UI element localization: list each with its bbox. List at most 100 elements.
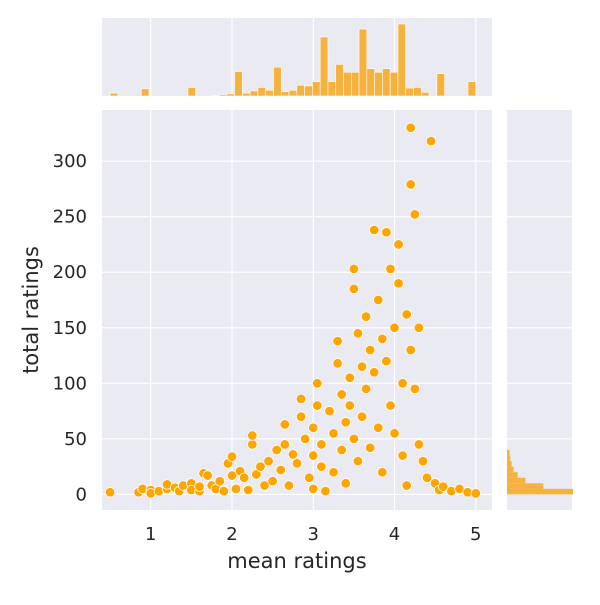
- data-point: [356, 411, 368, 422]
- data-point: [425, 135, 437, 147]
- data-point: [385, 400, 396, 411]
- data-point: [348, 433, 360, 445]
- marginal-x-bar: [358, 28, 368, 97]
- data-point: [316, 461, 327, 472]
- marginal-y-bar: [507, 466, 514, 473]
- data-point: [263, 455, 274, 467]
- data-point: [340, 417, 351, 428]
- marginal-x-bar: [234, 71, 243, 97]
- data-point: [255, 461, 266, 472]
- marginal-x-bar: [218, 94, 228, 97]
- marginal-x-bar: [280, 91, 290, 97]
- marginal-x-bar: [273, 66, 282, 97]
- marginal-y-bar: [507, 450, 510, 456]
- data-point: [373, 422, 384, 433]
- data-point: [312, 378, 323, 389]
- x-tick-labels: 1 2 3 4 5: [145, 524, 481, 545]
- marginal-x-bar: [405, 87, 414, 97]
- data-point: [320, 485, 331, 497]
- data-point: [377, 467, 388, 478]
- x-axis-title: mean ratings: [227, 549, 366, 573]
- marginal-x-bar: [226, 93, 235, 97]
- marginal-x-bar: [296, 84, 305, 97]
- data-point: [389, 428, 400, 439]
- marginal-y-bar: [507, 455, 511, 462]
- marginal-x-bar: [288, 89, 298, 97]
- marginal-x-bar: [265, 89, 274, 97]
- y-tick-label: 100: [53, 373, 87, 394]
- marginal-x-bar: [420, 92, 430, 97]
- marginal-x-bar: [335, 64, 344, 97]
- data-point: [202, 470, 213, 481]
- x-tick-label: 5: [470, 524, 481, 545]
- x-tick-label: 4: [389, 524, 400, 545]
- marginal-x-bar: [389, 71, 399, 97]
- data-point: [348, 263, 360, 275]
- marginal-x-bar: [304, 85, 313, 97]
- marginal-y-bar: [507, 461, 512, 467]
- data-point: [413, 322, 425, 333]
- marginal-x-bar: [397, 23, 407, 97]
- data-point: [299, 433, 311, 445]
- data-point: [385, 263, 396, 275]
- data-point: [393, 239, 404, 250]
- data-point: [470, 488, 481, 499]
- data-point: [389, 322, 400, 333]
- marginal-x-bar: [350, 71, 360, 97]
- marginal-x-bar: [467, 81, 477, 97]
- data-point: [381, 355, 392, 367]
- marginal-x-bar: [413, 87, 422, 97]
- data-point: [397, 378, 408, 389]
- data-point: [336, 444, 347, 456]
- data-point: [368, 367, 380, 378]
- data-point: [328, 467, 339, 478]
- data-point: [324, 405, 335, 417]
- data-point: [413, 439, 425, 450]
- data-point: [312, 400, 323, 411]
- marginal-x-bar: [436, 73, 445, 97]
- y-tick-label: 150: [53, 318, 87, 339]
- data-point: [332, 335, 343, 347]
- data-point: [340, 478, 351, 489]
- data-point: [405, 122, 416, 133]
- data-point: [226, 451, 238, 462]
- data-point: [279, 419, 291, 430]
- data-point: [393, 278, 404, 289]
- data-point: [226, 470, 238, 481]
- data-point: [303, 472, 315, 483]
- marginal-y-bar: [507, 488, 573, 495]
- data-point: [332, 358, 343, 369]
- marginal-x-bar: [140, 88, 150, 97]
- data-point: [316, 439, 327, 450]
- data-point: [308, 450, 319, 461]
- y-tick-labels: 0 50 100 150 200 250 300: [53, 151, 87, 505]
- marginal-x-bar: [327, 81, 337, 97]
- x-tick-label: 1: [145, 524, 156, 545]
- data-point: [409, 209, 421, 220]
- data-point: [247, 439, 258, 450]
- data-point: [279, 439, 291, 450]
- data-point: [308, 422, 319, 433]
- marginal-x-bar: [187, 87, 196, 97]
- data-point: [214, 475, 226, 487]
- data-point: [218, 485, 230, 497]
- data-point: [364, 344, 376, 356]
- data-point: [373, 294, 384, 306]
- y-tick-label: 200: [53, 262, 87, 283]
- data-point: [401, 480, 412, 491]
- marginal-y-bar: [507, 472, 518, 478]
- data-point: [308, 483, 319, 495]
- data-point: [397, 450, 408, 461]
- data-point: [271, 444, 282, 456]
- data-point: [401, 309, 412, 320]
- marginal-x-bar: [382, 68, 391, 97]
- data-point: [295, 411, 307, 422]
- data-point: [291, 458, 303, 469]
- data-point: [421, 472, 433, 483]
- y-axis-title: total ratings: [19, 246, 43, 374]
- data-point: [360, 383, 372, 395]
- marginal-x-panel: [102, 18, 492, 97]
- data-point: [295, 393, 307, 405]
- data-point: [344, 400, 356, 411]
